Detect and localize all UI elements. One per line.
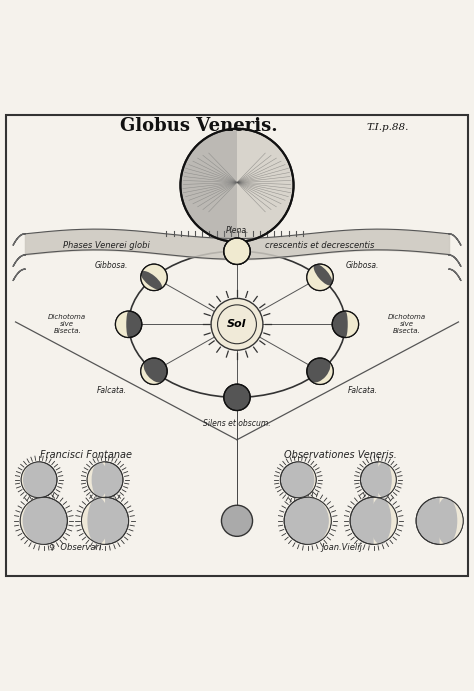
Circle shape (307, 358, 333, 384)
Ellipse shape (126, 311, 131, 337)
Text: Falcata.: Falcata. (97, 386, 127, 395)
Wedge shape (378, 462, 396, 498)
Wedge shape (116, 311, 128, 337)
Text: ♀  Observari.: ♀ Observari. (48, 542, 103, 551)
Circle shape (224, 238, 250, 265)
Circle shape (224, 238, 250, 265)
Text: T.I.p.88.: T.I.p.88. (366, 123, 409, 132)
Wedge shape (82, 498, 105, 545)
Text: Plena.: Plena. (225, 225, 249, 234)
Ellipse shape (91, 462, 108, 498)
Wedge shape (21, 462, 39, 498)
Circle shape (307, 264, 333, 290)
Wedge shape (87, 462, 105, 498)
Text: Gibbosa.: Gibbosa. (95, 261, 128, 270)
Ellipse shape (314, 264, 332, 285)
Text: Falcata.: Falcata. (347, 386, 377, 395)
Circle shape (20, 498, 67, 545)
Wedge shape (439, 498, 463, 545)
Circle shape (21, 462, 57, 498)
Circle shape (141, 264, 167, 290)
Ellipse shape (284, 462, 314, 498)
Ellipse shape (23, 462, 54, 498)
Text: crescentis et decrescentis: crescentis et decrescentis (265, 240, 374, 249)
Circle shape (307, 264, 333, 290)
Ellipse shape (144, 360, 164, 383)
Wedge shape (181, 129, 237, 242)
Circle shape (332, 311, 358, 337)
Text: Globus Veneris.: Globus Veneris. (120, 117, 278, 135)
Circle shape (224, 384, 250, 410)
Circle shape (211, 299, 263, 350)
Circle shape (360, 462, 396, 498)
Circle shape (350, 498, 397, 545)
Ellipse shape (376, 462, 392, 498)
Text: Dichotoma
sive
Bisecta.: Dichotoma sive Bisecta. (48, 314, 86, 334)
Ellipse shape (436, 498, 457, 545)
Wedge shape (346, 311, 358, 337)
Wedge shape (141, 361, 163, 384)
Wedge shape (311, 361, 333, 384)
Ellipse shape (87, 498, 109, 545)
Circle shape (141, 358, 167, 384)
Wedge shape (20, 498, 44, 545)
Text: Silens et obscum.: Silens et obscum. (203, 419, 271, 428)
Circle shape (181, 129, 293, 242)
Ellipse shape (370, 498, 392, 545)
Circle shape (280, 462, 316, 498)
Ellipse shape (23, 498, 63, 545)
Wedge shape (308, 498, 331, 545)
Ellipse shape (343, 311, 348, 337)
Ellipse shape (289, 498, 329, 545)
Circle shape (416, 498, 463, 545)
Wedge shape (298, 462, 316, 498)
Wedge shape (374, 498, 397, 545)
Ellipse shape (310, 360, 330, 383)
Text: Joan.Vielij.: Joan.Vielij. (322, 542, 365, 551)
Circle shape (221, 505, 253, 536)
Text: Phases Venerei globi: Phases Venerei globi (63, 240, 149, 249)
Circle shape (284, 498, 331, 545)
Circle shape (82, 498, 128, 545)
Text: Gibbosa.: Gibbosa. (346, 261, 379, 270)
Circle shape (87, 462, 123, 498)
Circle shape (116, 311, 142, 337)
Text: Dichotoma
sive
Bisecta.: Dichotoma sive Bisecta. (388, 314, 426, 334)
Text: Francisci Fontanae: Francisci Fontanae (40, 450, 132, 460)
Text: Sol: Sol (227, 319, 247, 330)
Ellipse shape (141, 271, 162, 290)
Circle shape (141, 264, 167, 290)
Text: Observationes Veneris.: Observationes Veneris. (284, 450, 397, 460)
